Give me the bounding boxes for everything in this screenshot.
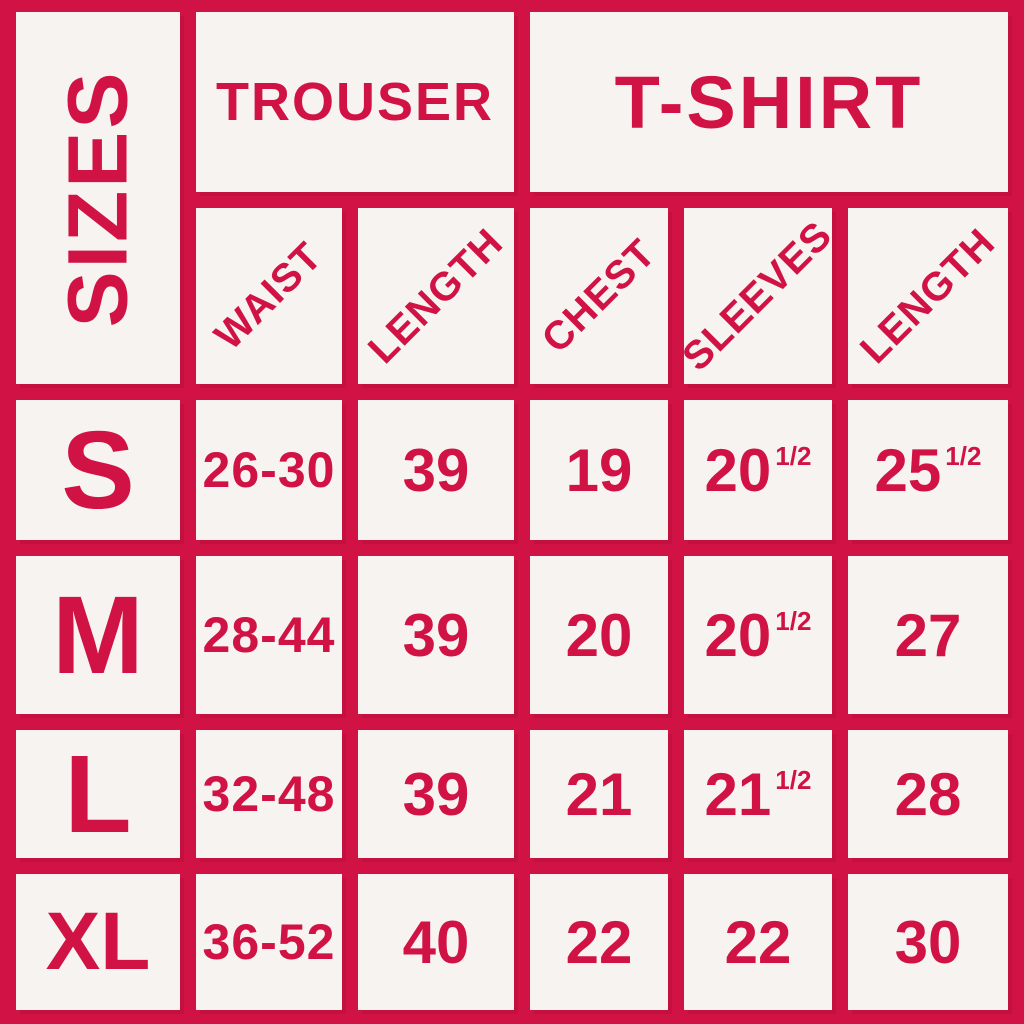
cell-xl-sleeves-value: 22 (724, 908, 792, 976)
corner-sizes-cell: SIZES (16, 12, 180, 384)
cell-xl-chest-value: 22 (565, 908, 633, 976)
row-label-l: L (16, 730, 180, 858)
cell-s-waist-value: 26-30 (202, 442, 336, 498)
column-header-trouser-length-label: LENGTH (359, 219, 512, 372)
cell-l-sleeves: 21 1/2 (684, 730, 832, 858)
tshirt-group-label: T-SHIRT (614, 60, 924, 144)
cell-xl-waist: 36-52 (196, 874, 342, 1010)
column-header-sleeves: SLEEVES (674, 208, 841, 384)
trouser-group-header: TROUSER (196, 12, 514, 192)
cell-s-waist: 26-30 (196, 400, 342, 540)
cell-m-waist-value: 28-44 (202, 607, 336, 663)
cell-xl-sleeves: 22 (684, 874, 832, 1010)
cell-xl-waist-value: 36-52 (202, 914, 336, 970)
column-header-waist-label: WAIST (206, 233, 331, 358)
cell-l-chest: 21 (530, 730, 668, 858)
row-label-l-text: L (64, 732, 132, 856)
row-label-m: M (16, 556, 180, 714)
cell-s-tshirt-length-fraction: 1/2 (945, 440, 982, 471)
cell-l-chest-value: 21 (565, 760, 633, 828)
cell-s-chest-value: 19 (565, 436, 633, 504)
cell-xl-trouser-length-value: 40 (402, 908, 470, 976)
cell-m-chest: 20 (530, 556, 668, 714)
column-header-waist: WAIST (196, 208, 342, 384)
cell-m-trouser-length: 39 (358, 556, 514, 714)
cell-l-tshirt-length-value: 28 (894, 760, 962, 828)
chart-title: SIZES (50, 69, 145, 327)
column-header-chest: CHEST (530, 208, 668, 384)
cell-m-tshirt-length: 27 (848, 556, 1008, 714)
cell-s-sleeves: 20 1/2 (684, 400, 832, 540)
cell-l-sleeves-fraction: 1/2 (775, 764, 812, 795)
column-header-sleeves-label: SLEEVES (674, 212, 841, 379)
column-header-tshirt-length-label: LENGTH (851, 219, 1004, 372)
column-header-tshirt-length: LENGTH (848, 208, 1008, 384)
cell-l-sleeves-value: 21 (704, 760, 772, 828)
trouser-group-label: TROUSER (215, 72, 494, 132)
cell-s-tshirt-length-value: 25 (874, 436, 942, 504)
cell-xl-chest: 22 (530, 874, 668, 1010)
cell-l-trouser-length-value: 39 (402, 760, 470, 828)
cell-s-sleeves-fraction: 1/2 (775, 440, 812, 471)
cell-l-waist: 32-48 (196, 730, 342, 858)
cell-m-tshirt-length-value: 27 (894, 601, 962, 669)
cell-xl-tshirt-length: 30 (848, 874, 1008, 1010)
row-label-m-text: M (52, 573, 144, 697)
cell-xl-trouser-length: 40 (358, 874, 514, 1010)
cell-s-trouser-length-value: 39 (402, 436, 470, 504)
row-label-s-text: S (61, 408, 135, 532)
row-label-xl-text: XL (45, 896, 151, 987)
cell-s-tshirt-length: 25 1/2 (848, 400, 1008, 540)
cell-l-trouser-length: 39 (358, 730, 514, 858)
cell-xl-tshirt-length-value: 30 (894, 908, 962, 976)
cell-s-chest: 19 (530, 400, 668, 540)
cell-s-sleeves-value: 20 (704, 436, 772, 504)
row-label-xl: XL (16, 874, 180, 1010)
cell-m-sleeves-value: 20 (704, 601, 772, 669)
cell-s-trouser-length: 39 (358, 400, 514, 540)
column-header-trouser-length: LENGTH (358, 208, 514, 384)
cell-m-waist: 28-44 (196, 556, 342, 714)
cell-l-tshirt-length: 28 (848, 730, 1008, 858)
column-header-chest-label: CHEST (533, 230, 664, 361)
cell-l-waist-value: 32-48 (202, 766, 336, 822)
row-label-s: S (16, 400, 180, 540)
cell-m-trouser-length-value: 39 (402, 601, 470, 669)
cell-m-chest-value: 20 (565, 601, 633, 669)
cell-m-sleeves-fraction: 1/2 (775, 605, 812, 636)
cell-m-sleeves: 20 1/2 (684, 556, 832, 714)
tshirt-group-header: T-SHIRT (530, 12, 1008, 192)
